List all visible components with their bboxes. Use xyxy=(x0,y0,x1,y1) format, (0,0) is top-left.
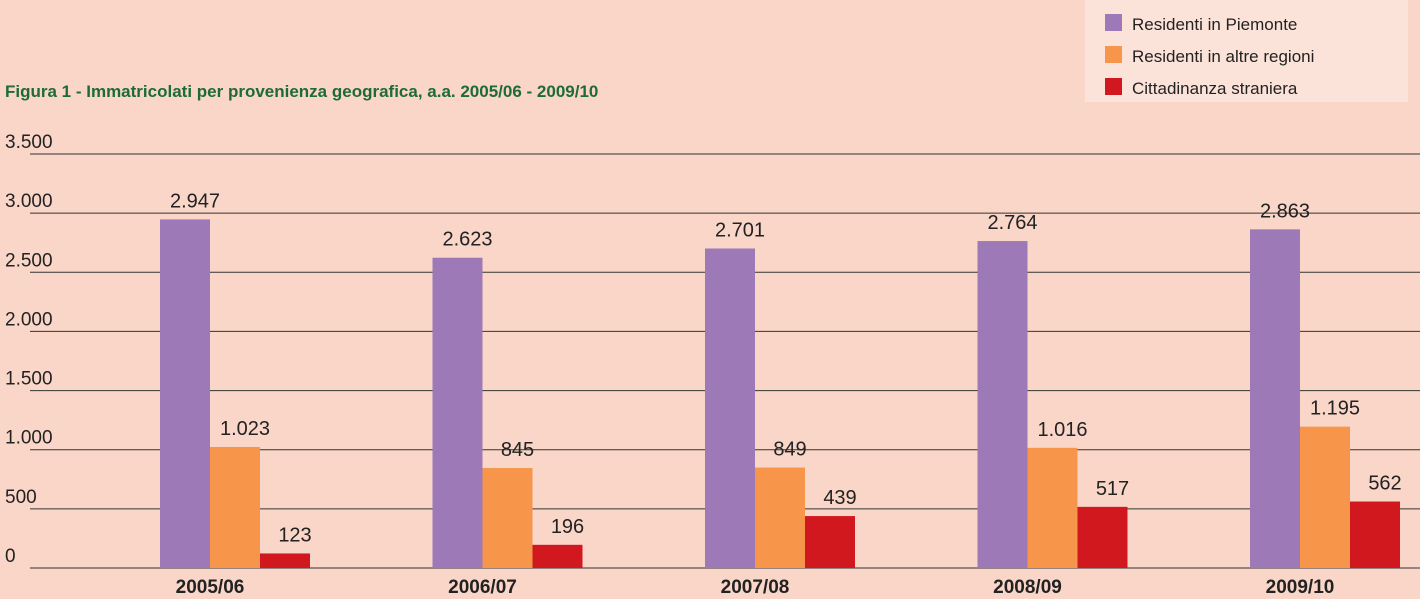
y-tick-label: 3.000 xyxy=(5,191,53,212)
chart-title: Figura 1 - Immatricolati per provenienza… xyxy=(5,82,598,101)
value-label: 1.023 xyxy=(220,418,270,440)
value-label: 517 xyxy=(1096,478,1129,500)
legend-swatch xyxy=(1105,14,1122,31)
y-tick-label: 3.500 xyxy=(5,132,53,153)
value-label: 1.016 xyxy=(1037,419,1087,441)
value-label: 1.195 xyxy=(1310,398,1360,420)
y-tick-label: 0 xyxy=(5,546,16,567)
bar xyxy=(432,257,483,568)
value-label: 196 xyxy=(551,516,584,538)
bar xyxy=(532,544,583,568)
value-label: 2.947 xyxy=(170,190,220,212)
x-tick-label: 2008/09 xyxy=(993,577,1062,598)
bar xyxy=(1027,447,1078,568)
value-label: 849 xyxy=(773,439,806,461)
legend-label: Residenti in altre regioni xyxy=(1132,47,1314,66)
value-label: 2.764 xyxy=(987,212,1037,234)
bar xyxy=(1300,426,1350,568)
bar xyxy=(977,241,1028,568)
bar xyxy=(1077,506,1128,568)
y-tick-label: 1.500 xyxy=(5,369,53,390)
bar xyxy=(705,248,755,568)
bar xyxy=(160,219,210,569)
bar xyxy=(210,446,260,568)
value-label: 2.623 xyxy=(442,229,492,251)
y-tick-label: 2.500 xyxy=(5,250,53,271)
y-tick-label: 500 xyxy=(5,487,37,508)
value-label: 845 xyxy=(501,439,534,461)
x-tick-label: 2009/10 xyxy=(1266,577,1335,598)
y-tick-label: 2.000 xyxy=(5,309,53,330)
value-label: 2.701 xyxy=(715,220,765,242)
value-label: 123 xyxy=(278,524,311,546)
x-tick-label: 2005/06 xyxy=(176,577,245,598)
legend-label: Residenti in Piemonte xyxy=(1132,15,1297,34)
bar xyxy=(260,553,310,568)
value-label: 2.863 xyxy=(1260,200,1310,222)
legend-label: Cittadinanza straniera xyxy=(1132,79,1298,98)
legend-swatch xyxy=(1105,78,1122,95)
value-label: 562 xyxy=(1368,473,1401,495)
x-tick-label: 2007/08 xyxy=(721,577,790,598)
value-label: 439 xyxy=(823,487,856,509)
legend-swatch xyxy=(1105,46,1122,63)
bar xyxy=(1250,229,1300,568)
bar xyxy=(755,467,805,568)
legend-box xyxy=(1085,0,1408,102)
x-tick-label: 2006/07 xyxy=(448,577,517,598)
bar xyxy=(482,468,533,568)
y-tick-label: 1.000 xyxy=(5,428,53,449)
bar xyxy=(1350,501,1400,568)
bar xyxy=(805,516,855,568)
